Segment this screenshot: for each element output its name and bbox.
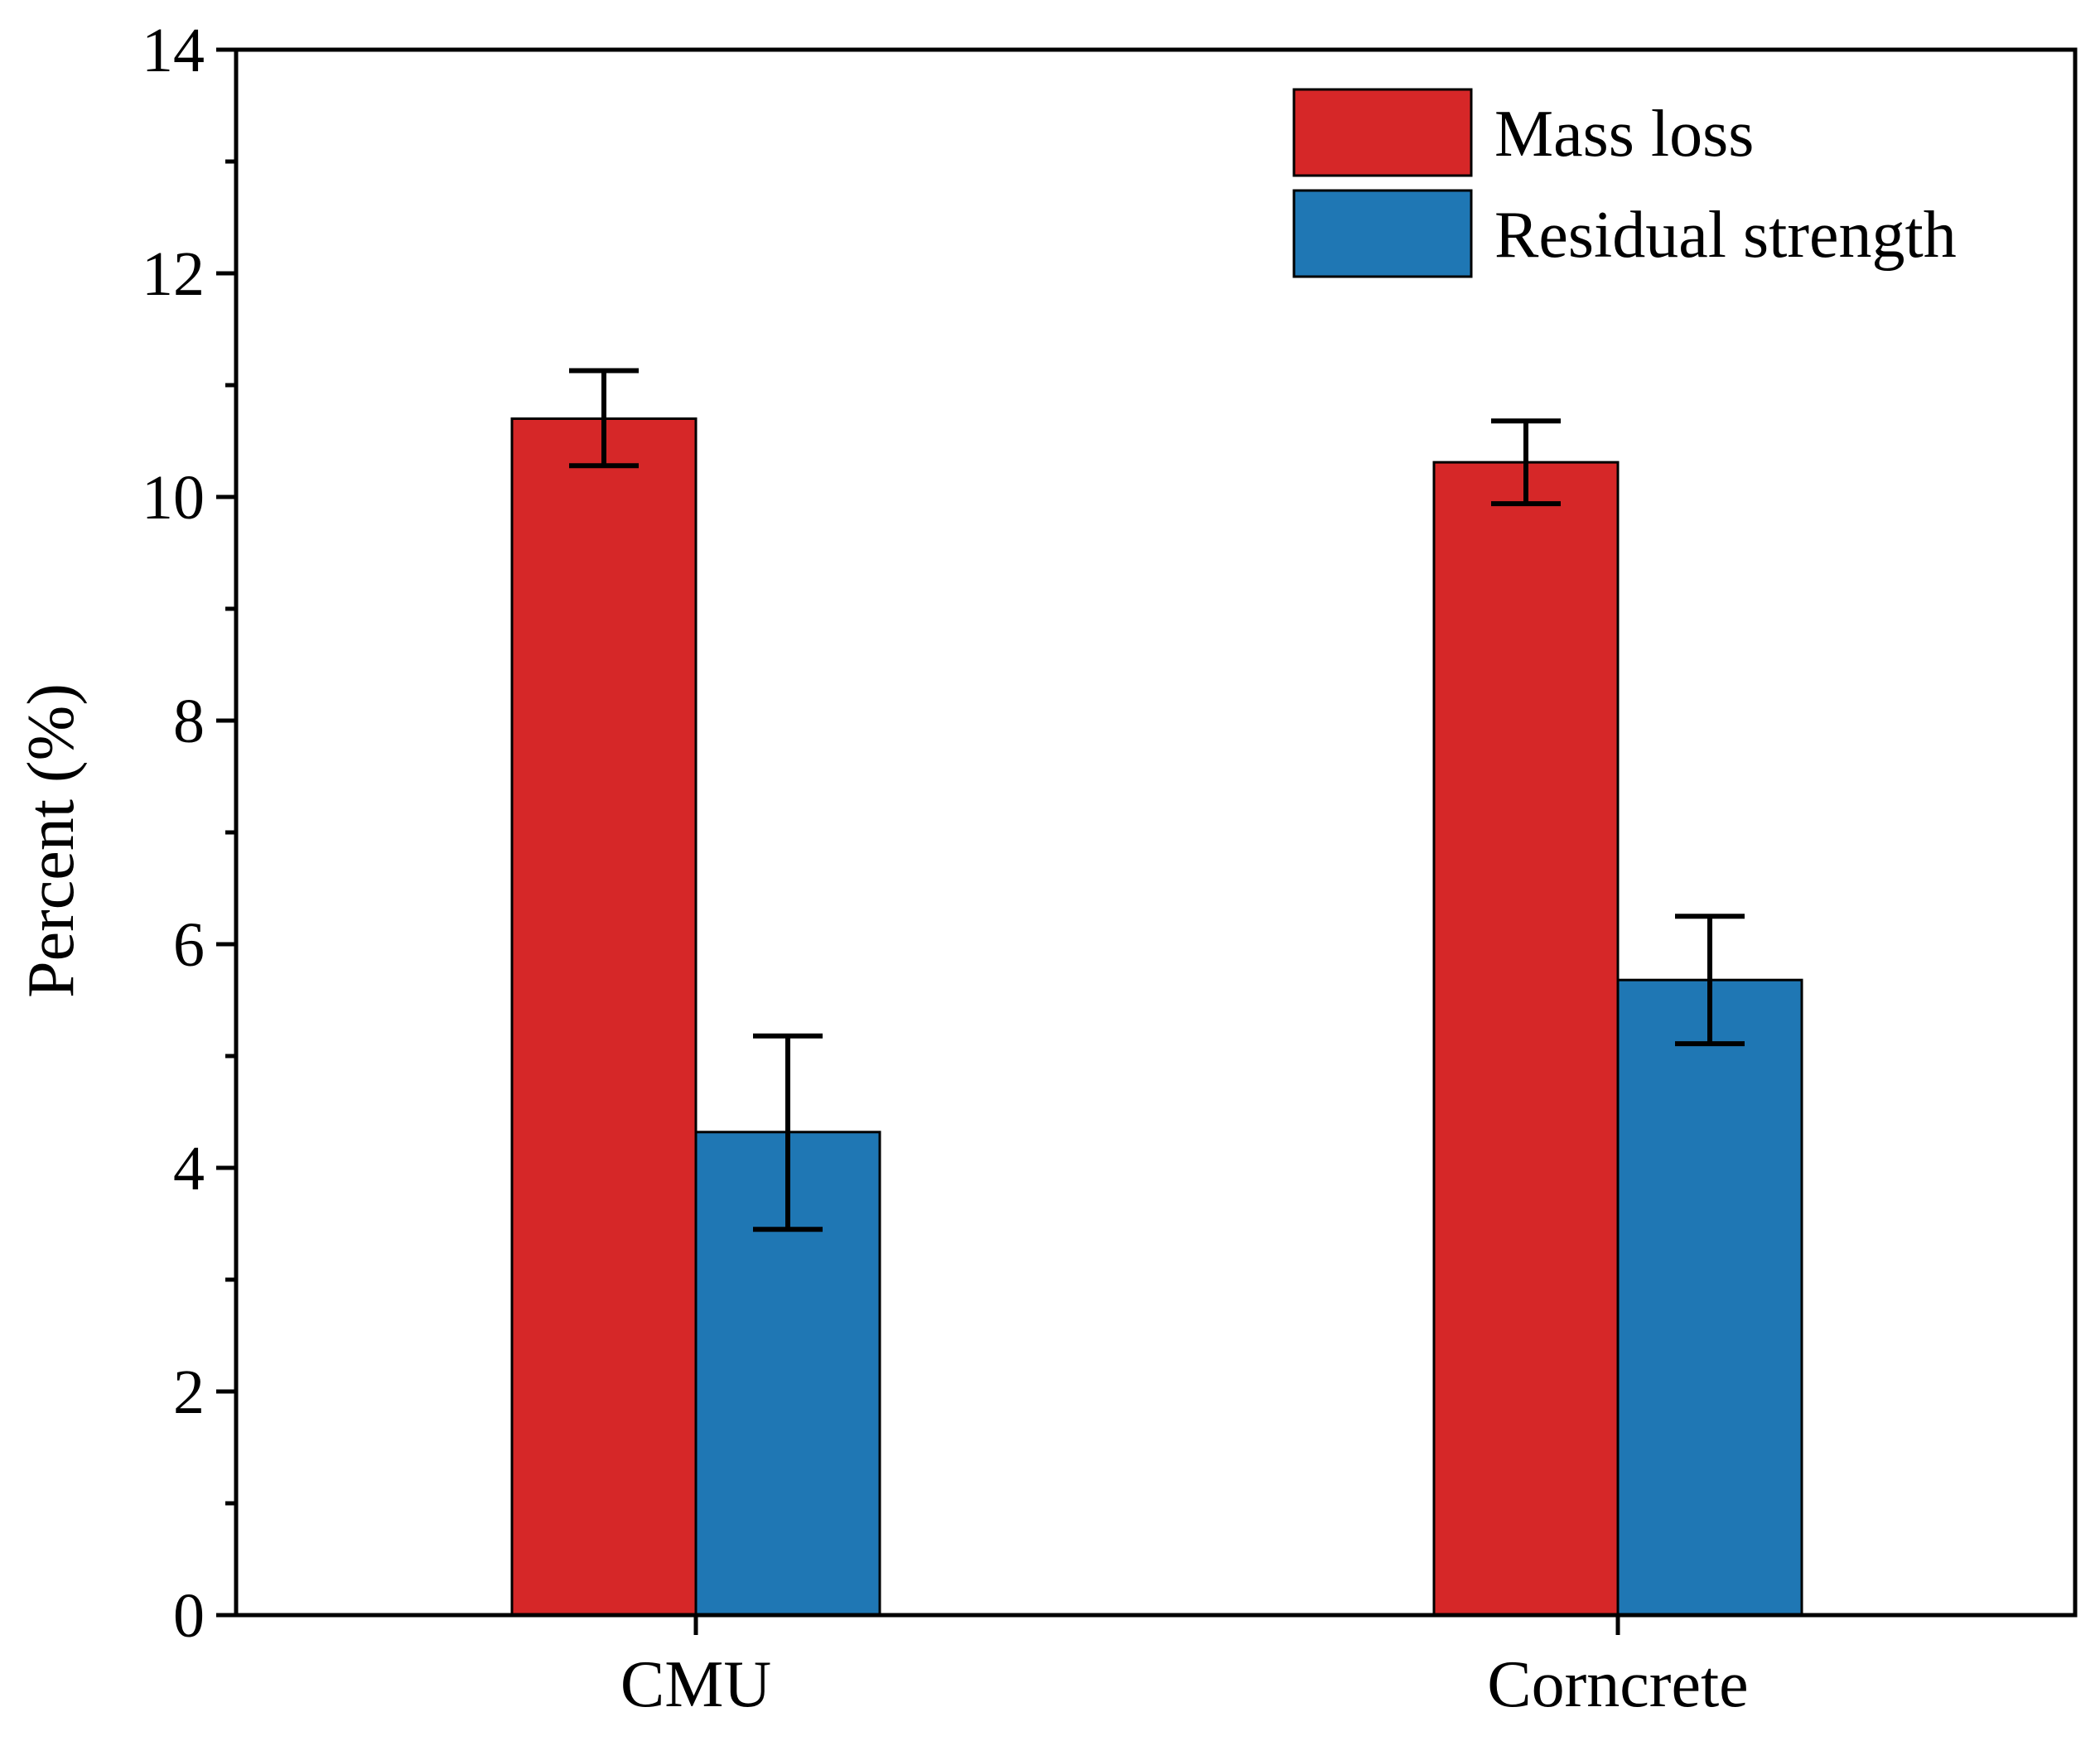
x-tick-label-cmu: CMU bbox=[620, 1648, 771, 1721]
y-tick-label: 4 bbox=[173, 1134, 205, 1203]
legend-entry-mass-loss: Mass loss bbox=[1292, 88, 1754, 177]
y-tick-label: 10 bbox=[142, 463, 205, 533]
error-bars-layer bbox=[569, 368, 1745, 1232]
y-tick-label: 8 bbox=[173, 687, 205, 756]
bar-residual-strength-corncrete bbox=[1616, 978, 1803, 1617]
error-bar-mass-loss-cmu bbox=[569, 368, 639, 469]
legend-swatch bbox=[1292, 88, 1473, 177]
legend-swatch bbox=[1292, 189, 1473, 278]
legend-entry-residual-strength: Residual strength bbox=[1292, 189, 1957, 278]
error-bar-residual-strength-corncrete bbox=[1675, 914, 1745, 1047]
legend-label: Mass loss bbox=[1494, 98, 1754, 171]
error-bar-residual-strength-cmu bbox=[753, 1033, 823, 1232]
bar-mass-loss-cmu bbox=[510, 417, 698, 1617]
x-tick-label-corncrete: Corncrete bbox=[1487, 1648, 1748, 1721]
axes-layer: 0 2 4 6 8 10 12 14 CMU Corncrete bbox=[142, 16, 2078, 1721]
bars-layer bbox=[510, 417, 1803, 1617]
y-axis-label: Percent (%) bbox=[15, 683, 88, 998]
y-tick-label: 12 bbox=[142, 239, 205, 309]
legend-label: Residual strength bbox=[1494, 199, 1957, 272]
legend: Mass loss Residual strength bbox=[1292, 88, 1957, 278]
y-tick-label: 6 bbox=[173, 910, 205, 980]
bar-mass-loss-corncrete bbox=[1432, 461, 1620, 1617]
y-tick-label: 2 bbox=[173, 1358, 205, 1427]
y-tick-label: 14 bbox=[142, 16, 205, 85]
y-tick-label: 0 bbox=[173, 1581, 205, 1651]
error-bar-mass-loss-corncrete bbox=[1491, 418, 1561, 507]
